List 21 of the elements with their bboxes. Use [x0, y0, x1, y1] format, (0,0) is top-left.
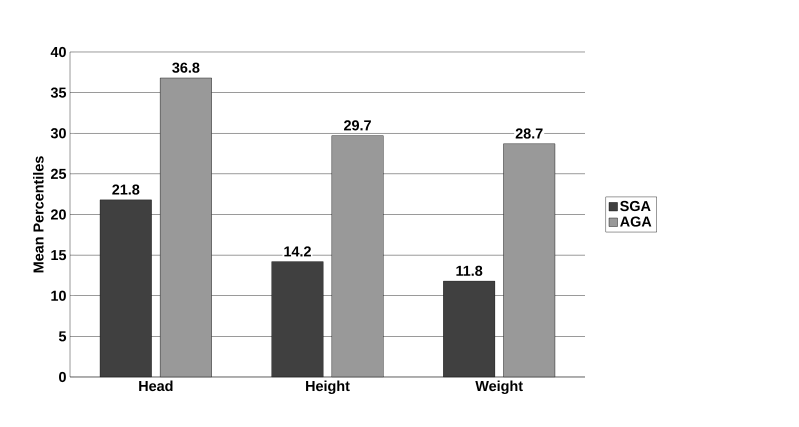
x-tick-label: Height	[306, 380, 350, 394]
y-tick-label: 35	[50, 88, 66, 98]
data-label: 21.8	[112, 184, 140, 195]
data-label: 29.7	[344, 120, 371, 130]
y-tick-label: 15	[51, 250, 66, 260]
y-tick-label: 30	[50, 128, 66, 138]
legend-label: SGA	[620, 200, 651, 212]
y-tick-label: 40	[50, 46, 66, 58]
y-tick-label: 20	[50, 209, 66, 220]
y-tick-label: 0	[59, 372, 66, 382]
x-tick-label: Weight	[475, 380, 523, 394]
data-label: 36.8	[172, 62, 200, 73]
y-tick-label: 10	[51, 290, 66, 301]
data-label: 28.7	[516, 128, 543, 139]
y-tick-label: 25	[50, 168, 66, 179]
data-label: 14.2	[284, 246, 311, 256]
y-tick-label: 5	[58, 331, 66, 342]
data-label: 11.8	[456, 266, 482, 276]
x-tick-label: Head	[139, 380, 172, 392]
legend-label: AGA	[620, 216, 652, 227]
y-axis-title: Mean Percentiles	[33, 156, 44, 272]
